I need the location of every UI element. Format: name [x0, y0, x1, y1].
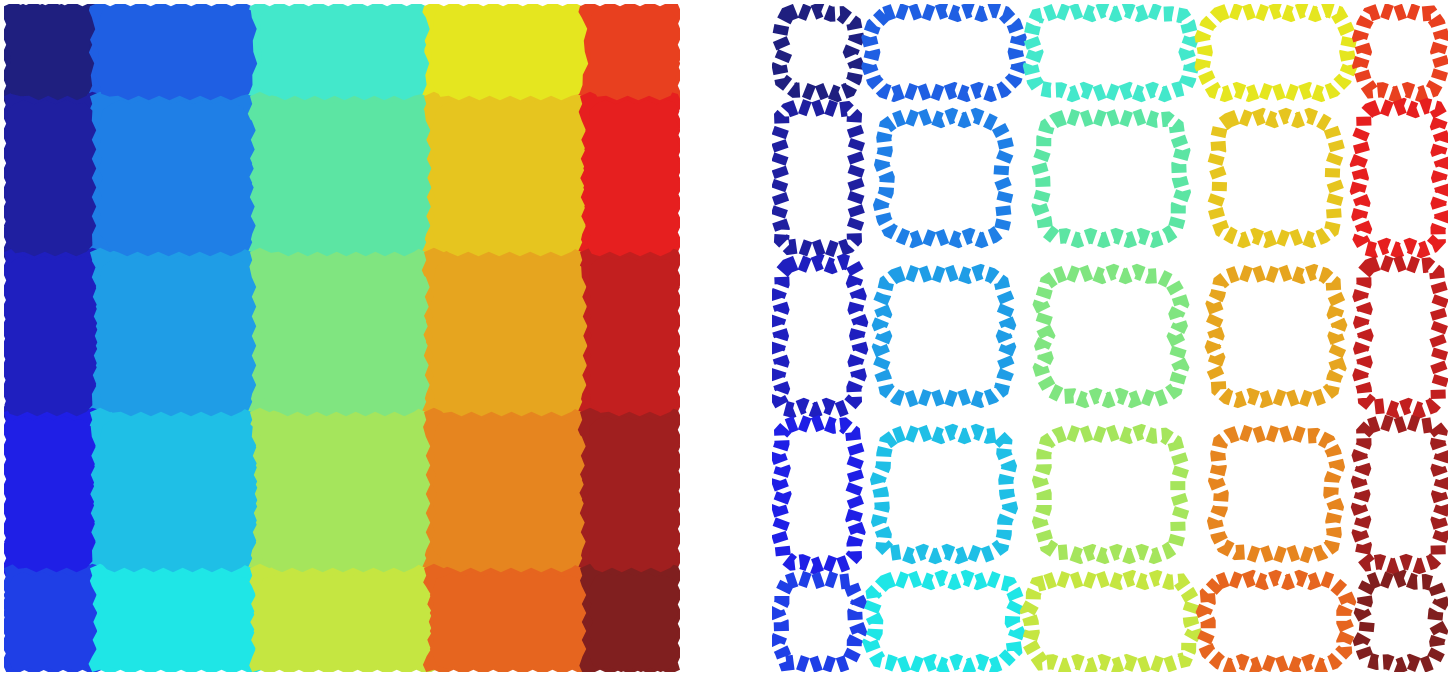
region-boundaries-panel: [772, 4, 1448, 672]
filled-region-core-r1-c5: [585, 4, 680, 101]
region-boundary-r4-c5: [1350, 413, 1448, 575]
filled-region-core-r3-c5: [586, 255, 680, 417]
filled-region-core-r3-c1: [4, 255, 99, 417]
filled-region-core-r1-c1: [4, 4, 96, 101]
filled-region-core-r2-c3: [254, 99, 432, 257]
filled-region-core-r4-c5: [584, 415, 680, 573]
region-boundary-r3-c4: [1204, 263, 1348, 409]
region-boundary-r5-c1: [772, 569, 868, 672]
region-boundary-r2-c1: [772, 97, 867, 259]
filled-region-core-r5-c2: [96, 571, 256, 672]
filled-region-core-r5-c3: [253, 571, 433, 672]
region-boundary-r2-c4: [1206, 107, 1346, 249]
filled-region-core-r4-c2: [93, 415, 259, 573]
region-boundary-r3-c5: [1352, 253, 1448, 419]
filled-regions-panel: [4, 4, 680, 672]
filled-region-core-r3-c4: [428, 255, 588, 417]
region-boundary-r3-c2: [871, 263, 1017, 409]
filled-region-core-r5-c5: [586, 571, 680, 672]
region-boundary-r4-c4: [1206, 423, 1346, 565]
filled-region-core-r2-c2: [96, 99, 256, 257]
region-boundary-r5-c4: [1195, 569, 1357, 672]
region-boundary-r1-c5: [1351, 4, 1448, 103]
region-boundary-r3-c3: [1032, 263, 1190, 409]
filled-region-core-r3-c3: [256, 255, 430, 417]
region-boundary-r5-c2: [862, 569, 1026, 672]
region-boundary-r2-c2: [872, 107, 1016, 249]
filled-region-core-r2-c4: [430, 99, 586, 257]
region-boundary-r4-c2: [869, 423, 1019, 565]
filled-region-core-r1-c3: [256, 4, 430, 101]
filled-region-core-r2-c5: [583, 99, 680, 257]
region-boundary-r3-c1: [772, 253, 869, 419]
filled-region-core-r4-c3: [255, 415, 431, 573]
region-boundary-r2-c5: [1349, 97, 1448, 259]
region-boundary-r1-c1: [772, 4, 865, 103]
filled-region-core-r1-c2: [94, 4, 258, 101]
region-boundary-r1-c3: [1022, 4, 1200, 103]
filled-region-core-r1-c4: [427, 4, 589, 101]
region-boundary-r2-c3: [1030, 107, 1192, 249]
region-boundary-r1-c4: [1194, 4, 1358, 103]
filled-region-core-r5-c4: [429, 571, 587, 672]
filled-region-core-r2-c1: [4, 99, 97, 257]
region-boundary-r4-c1: [772, 413, 866, 575]
region-boundary-r5-c5: [1352, 569, 1448, 672]
filled-region-core-r5-c1: [4, 571, 98, 672]
filled-region-core-r4-c1: [4, 415, 96, 573]
region-boundary-r1-c2: [861, 4, 1027, 103]
region-boundary-r4-c3: [1031, 423, 1191, 565]
filled-region-core-r3-c2: [95, 255, 257, 417]
region-boundary-r5-c3: [1019, 569, 1203, 672]
filled-region-core-r4-c4: [430, 415, 586, 573]
